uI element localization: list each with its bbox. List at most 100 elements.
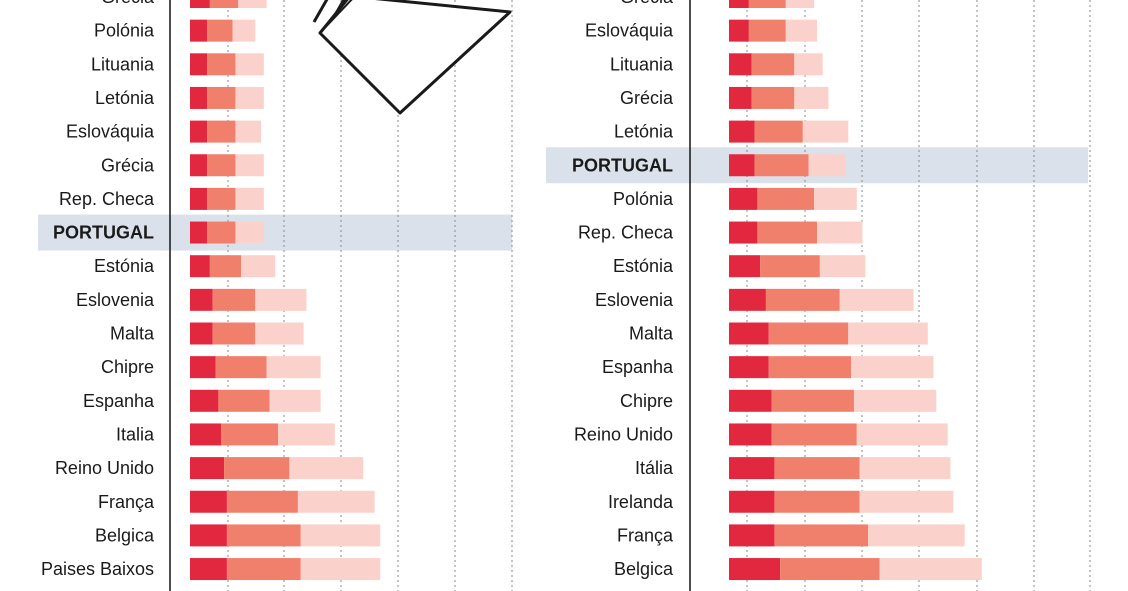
category-label: Belgica	[95, 525, 155, 545]
bar-segment-1	[729, 322, 769, 345]
bar-segment-1	[190, 187, 208, 210]
category-label: Espanha	[602, 357, 674, 377]
bar-segment-1	[729, 389, 772, 412]
bar-segment-3	[785, 19, 818, 42]
bar-segment-3	[839, 288, 914, 311]
bar-segment-3	[802, 120, 849, 143]
bar-segment-3	[794, 53, 823, 76]
category-label: Reino Unido	[574, 424, 673, 444]
bar-segment-1	[729, 120, 755, 143]
bar-segment-3	[785, 0, 815, 8]
bar-segment-3	[868, 524, 965, 547]
bar-segment-3	[232, 19, 256, 42]
bar-segment-2	[757, 221, 818, 244]
bar-segment-1	[729, 221, 758, 244]
bar-segment-1	[729, 288, 766, 311]
bar-segment-2	[226, 558, 301, 581]
bar-segment-2	[221, 423, 279, 446]
bar-segment-2	[207, 120, 236, 143]
bar-segment-2	[774, 490, 860, 513]
bar-segment-3	[269, 389, 321, 412]
bar-segment-2	[774, 524, 869, 547]
bar-segment-2	[780, 558, 880, 581]
bar-segment-2	[768, 356, 852, 379]
bar-segment-2	[757, 187, 815, 210]
bar-segment-1	[190, 558, 227, 581]
bar-segment-1	[190, 389, 219, 412]
bar-segment-1	[729, 457, 775, 480]
bar-segment-3	[297, 490, 375, 513]
bar-segment-3	[255, 322, 304, 345]
bar-segment-1	[190, 524, 227, 547]
category-label: Espanha	[83, 391, 155, 411]
category-label: Estónia	[94, 256, 155, 276]
category-label: Irelanda	[608, 492, 674, 512]
bar-segment-2	[207, 221, 236, 244]
category-label: Chipre	[620, 391, 673, 411]
bar-segment-3	[300, 558, 381, 581]
bar-segment-2	[215, 356, 267, 379]
bar-segment-3	[856, 423, 948, 446]
bar-segment-1	[190, 490, 227, 513]
bar-segment-3	[238, 0, 267, 8]
bar-segment-2	[207, 19, 233, 42]
category-label: Grécia	[620, 88, 674, 108]
bar-segment-1	[190, 457, 225, 480]
bar-segment-2	[207, 53, 236, 76]
category-label: PORTUGAL	[572, 155, 673, 175]
bar-segment-2	[754, 120, 803, 143]
bar-segment-1	[729, 490, 775, 513]
bar-segment-2	[760, 255, 820, 278]
bar-segment-3	[235, 154, 264, 177]
bar-segment-1	[190, 120, 208, 143]
bar-segment-2	[226, 490, 298, 513]
bar-segment-1	[729, 0, 749, 8]
bar-segment-1	[729, 255, 761, 278]
bar-segment-3	[848, 322, 928, 345]
category-label: Polónia	[94, 21, 155, 41]
bar-segment-1	[190, 0, 210, 8]
bar-segment-1	[190, 423, 222, 446]
category-label: Rep. Checa	[59, 189, 155, 209]
bar-segment-2	[226, 524, 301, 547]
bar-segment-2	[751, 53, 795, 76]
bar-segment-2	[224, 457, 290, 480]
bar-segment-3	[853, 389, 937, 412]
bar-segment-1	[729, 19, 749, 42]
bar-segment-1	[190, 154, 208, 177]
bar-segment-3	[235, 86, 264, 109]
bar-segment-2	[212, 322, 256, 345]
right-chart: Grécia Eslováquia Lituania Grécia Letónia POR…	[546, 0, 1091, 591]
bar-segment-3	[235, 53, 264, 76]
category-label: Eslovenia	[76, 290, 155, 310]
bar-segment-1	[190, 288, 213, 311]
bar-segment-2	[765, 288, 840, 311]
category-label: Malta	[110, 324, 155, 344]
bar-segment-1	[729, 423, 772, 446]
bar-segment-3	[235, 120, 261, 143]
bar-segment-1	[729, 187, 758, 210]
bar-segment-2	[209, 0, 239, 8]
bar-segment-1	[729, 558, 781, 581]
bar-segment-1	[190, 221, 208, 244]
category-label: Letónia	[614, 122, 674, 142]
bar-segment-2	[207, 187, 236, 210]
bar-segment-3	[819, 255, 866, 278]
category-label: Grécia	[101, 155, 155, 175]
bar-segment-3	[235, 221, 264, 244]
category-label: Estónia	[613, 256, 674, 276]
category-label: Eslováquia	[66, 122, 155, 142]
category-label: Chipre	[101, 357, 154, 377]
bar-segment-1	[729, 524, 775, 547]
bar-segment-2	[768, 322, 849, 345]
category-label: Lituania	[610, 54, 674, 74]
bar-segment-1	[190, 255, 210, 278]
bar-segment-3	[300, 524, 381, 547]
bar-segment-2	[207, 86, 236, 109]
bar-segment-2	[774, 457, 860, 480]
category-label: Lituania	[91, 54, 155, 74]
bar-segment-3	[851, 356, 934, 379]
category-label: Rep. Checa	[578, 223, 674, 243]
bar-segment-1	[190, 53, 208, 76]
bar-segment-3	[817, 221, 863, 244]
